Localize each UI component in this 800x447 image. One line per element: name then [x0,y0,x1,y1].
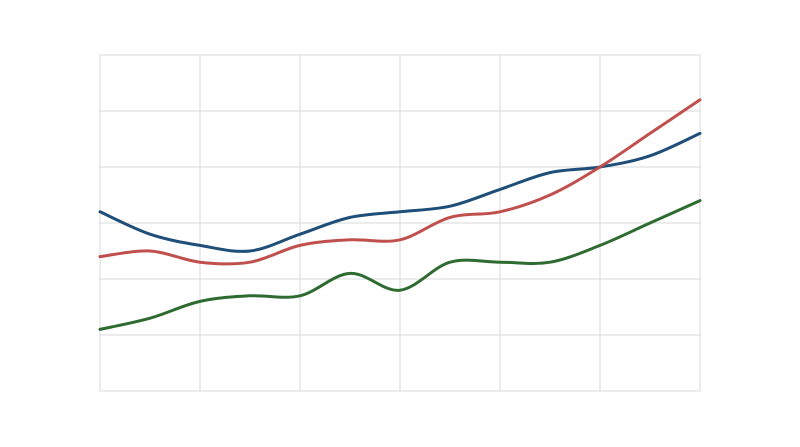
series-line [98,98,702,266]
series-line [98,199,702,331]
